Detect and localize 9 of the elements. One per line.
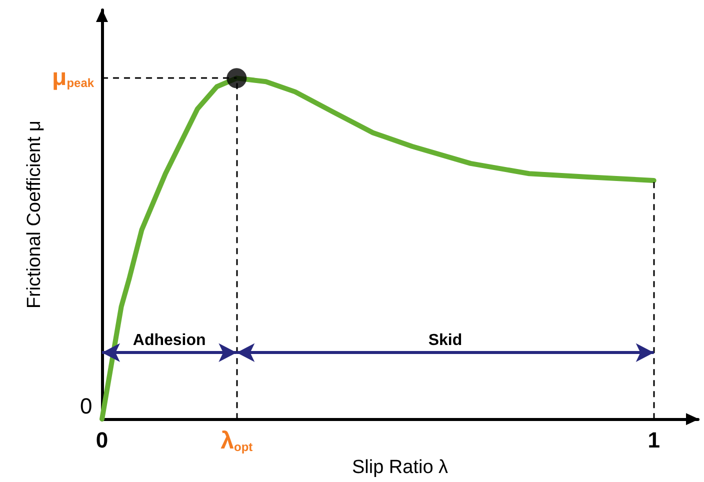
text: 0 bbox=[80, 394, 92, 419]
ref-line-label: μ$_{peak}$ bbox=[52, 64, 94, 92]
x-tick-label: 0 bbox=[96, 428, 108, 453]
annotation: Skid bbox=[428, 332, 462, 350]
x-tick-label: 1 bbox=[648, 428, 660, 453]
x-tick-label: λopt bbox=[220, 428, 253, 455]
annotation: Adhesion bbox=[132, 332, 206, 350]
x-axis-title: Slip Ratio λ bbox=[352, 457, 449, 478]
y-axis-title: Frictional Coefficient μ bbox=[24, 120, 45, 309]
